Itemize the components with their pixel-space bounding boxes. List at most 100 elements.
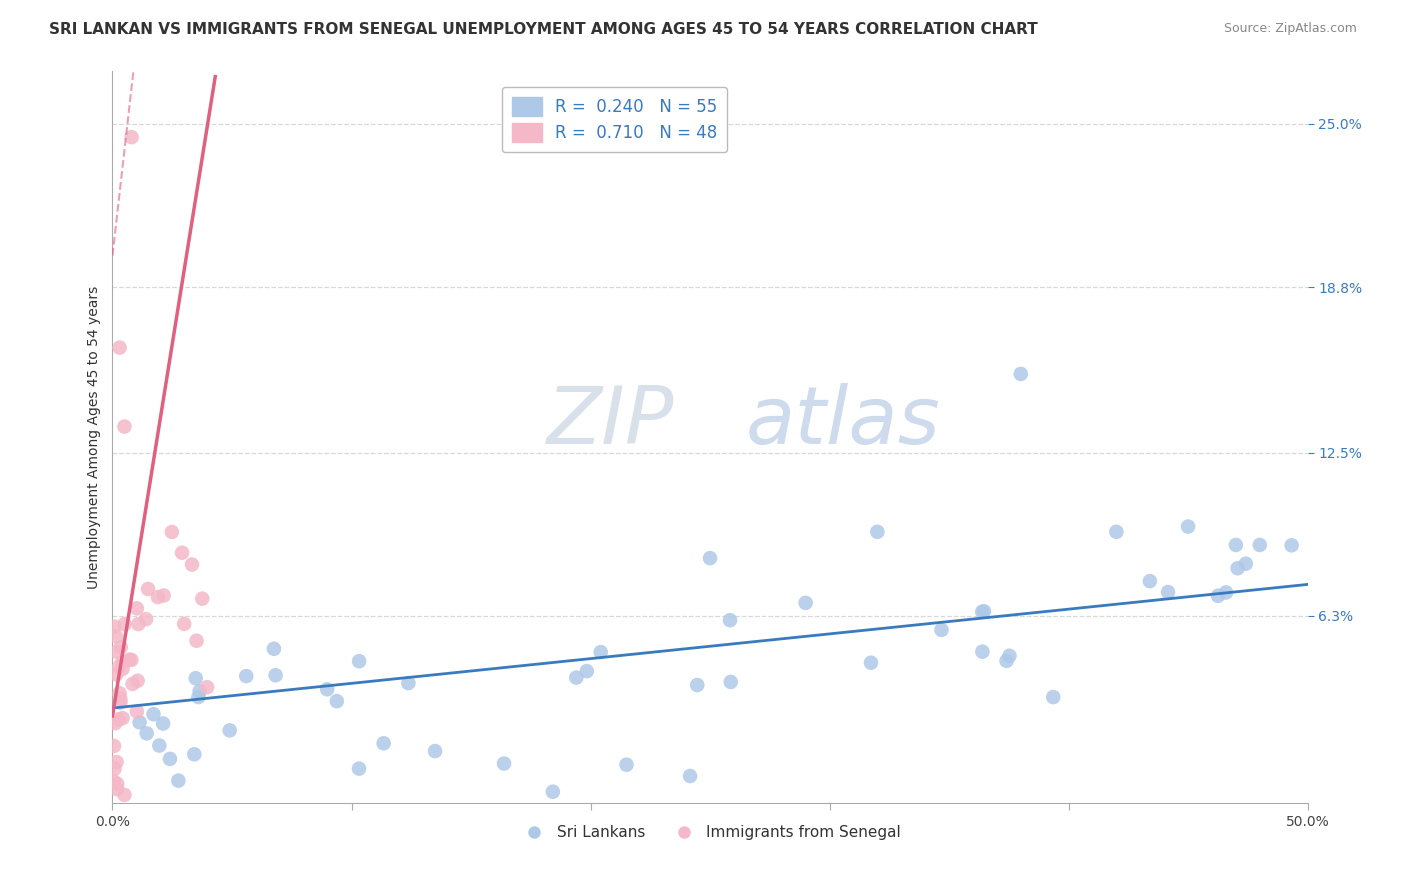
Text: SRI LANKAN VS IMMIGRANTS FROM SENEGAL UNEMPLOYMENT AMONG AGES 45 TO 54 YEARS COR: SRI LANKAN VS IMMIGRANTS FROM SENEGAL UN…	[49, 22, 1038, 37]
Point	[110, 695, 132, 709]
Point	[195, 680, 218, 694]
Point	[347, 654, 370, 668]
Point	[127, 673, 149, 688]
Point	[104, 716, 127, 731]
Point	[1042, 690, 1064, 704]
Point	[103, 762, 125, 776]
Point	[121, 677, 143, 691]
Point	[108, 686, 131, 700]
Point	[575, 664, 598, 678]
Point	[972, 605, 994, 619]
Point	[118, 652, 141, 666]
Point	[114, 419, 135, 434]
Point	[148, 739, 170, 753]
Text: Source: ZipAtlas.com: Source: ZipAtlas.com	[1223, 22, 1357, 36]
Point	[111, 711, 134, 725]
Point	[135, 612, 157, 626]
Point	[686, 678, 709, 692]
Point	[565, 671, 588, 685]
Point	[264, 668, 287, 682]
Point	[105, 782, 128, 797]
Point	[1226, 561, 1249, 575]
Point	[191, 591, 214, 606]
Point	[347, 762, 370, 776]
Point	[184, 671, 207, 685]
Point	[1281, 538, 1303, 552]
Point	[718, 613, 741, 627]
Point	[1105, 524, 1128, 539]
Point	[1010, 367, 1032, 381]
Point	[699, 551, 721, 566]
Point	[326, 694, 349, 708]
Point	[995, 654, 1018, 668]
Point	[235, 669, 257, 683]
Point	[105, 630, 128, 644]
Point	[103, 620, 125, 634]
Legend: Sri Lankans, Immigrants from Senegal: Sri Lankans, Immigrants from Senegal	[513, 819, 907, 847]
Point	[187, 690, 209, 704]
Point	[263, 641, 285, 656]
Point	[121, 130, 143, 145]
Point	[1225, 538, 1247, 552]
Point	[127, 617, 149, 632]
Point	[105, 755, 128, 769]
Point	[108, 659, 131, 673]
Point	[105, 777, 128, 791]
Point	[114, 617, 136, 632]
Point	[679, 769, 702, 783]
Point	[105, 667, 128, 681]
Point	[183, 747, 205, 762]
Point	[128, 715, 150, 730]
Point	[110, 691, 132, 706]
Point	[160, 524, 183, 539]
Point	[111, 662, 134, 676]
Point	[931, 623, 953, 637]
Point	[373, 736, 395, 750]
Point	[998, 648, 1021, 663]
Point	[135, 726, 157, 740]
Point	[396, 676, 419, 690]
Point	[973, 604, 995, 618]
Point	[142, 707, 165, 722]
Point	[107, 712, 129, 726]
Point	[167, 773, 190, 788]
Point	[972, 645, 994, 659]
Y-axis label: Unemployment Among Ages 45 to 54 years: Unemployment Among Ages 45 to 54 years	[87, 285, 101, 589]
Point	[146, 590, 169, 604]
Point	[1206, 589, 1229, 603]
Point	[859, 656, 882, 670]
Point	[105, 645, 128, 659]
Point	[108, 341, 131, 355]
Point	[1249, 538, 1271, 552]
Point	[492, 756, 515, 771]
Point	[120, 653, 142, 667]
Point	[103, 774, 125, 789]
Point	[794, 596, 817, 610]
Text: ZIP: ZIP	[547, 384, 675, 461]
Point	[423, 744, 446, 758]
Point	[125, 601, 148, 615]
Point	[111, 655, 134, 669]
Point	[1177, 519, 1199, 533]
Text: atlas: atlas	[747, 384, 941, 461]
Point	[170, 546, 193, 560]
Point	[541, 785, 564, 799]
Point	[616, 757, 638, 772]
Point	[720, 675, 742, 690]
Point	[589, 645, 612, 659]
Point	[173, 616, 195, 631]
Point	[181, 558, 204, 572]
Point	[316, 682, 339, 697]
Point	[218, 723, 240, 738]
Point	[866, 524, 889, 539]
Point	[1157, 585, 1180, 599]
Point	[1139, 574, 1161, 588]
Point	[136, 582, 159, 596]
Point	[186, 633, 208, 648]
Point	[152, 716, 174, 731]
Point	[114, 788, 135, 802]
Point	[1234, 557, 1257, 571]
Point	[152, 589, 174, 603]
Point	[188, 684, 211, 698]
Point	[1215, 585, 1237, 599]
